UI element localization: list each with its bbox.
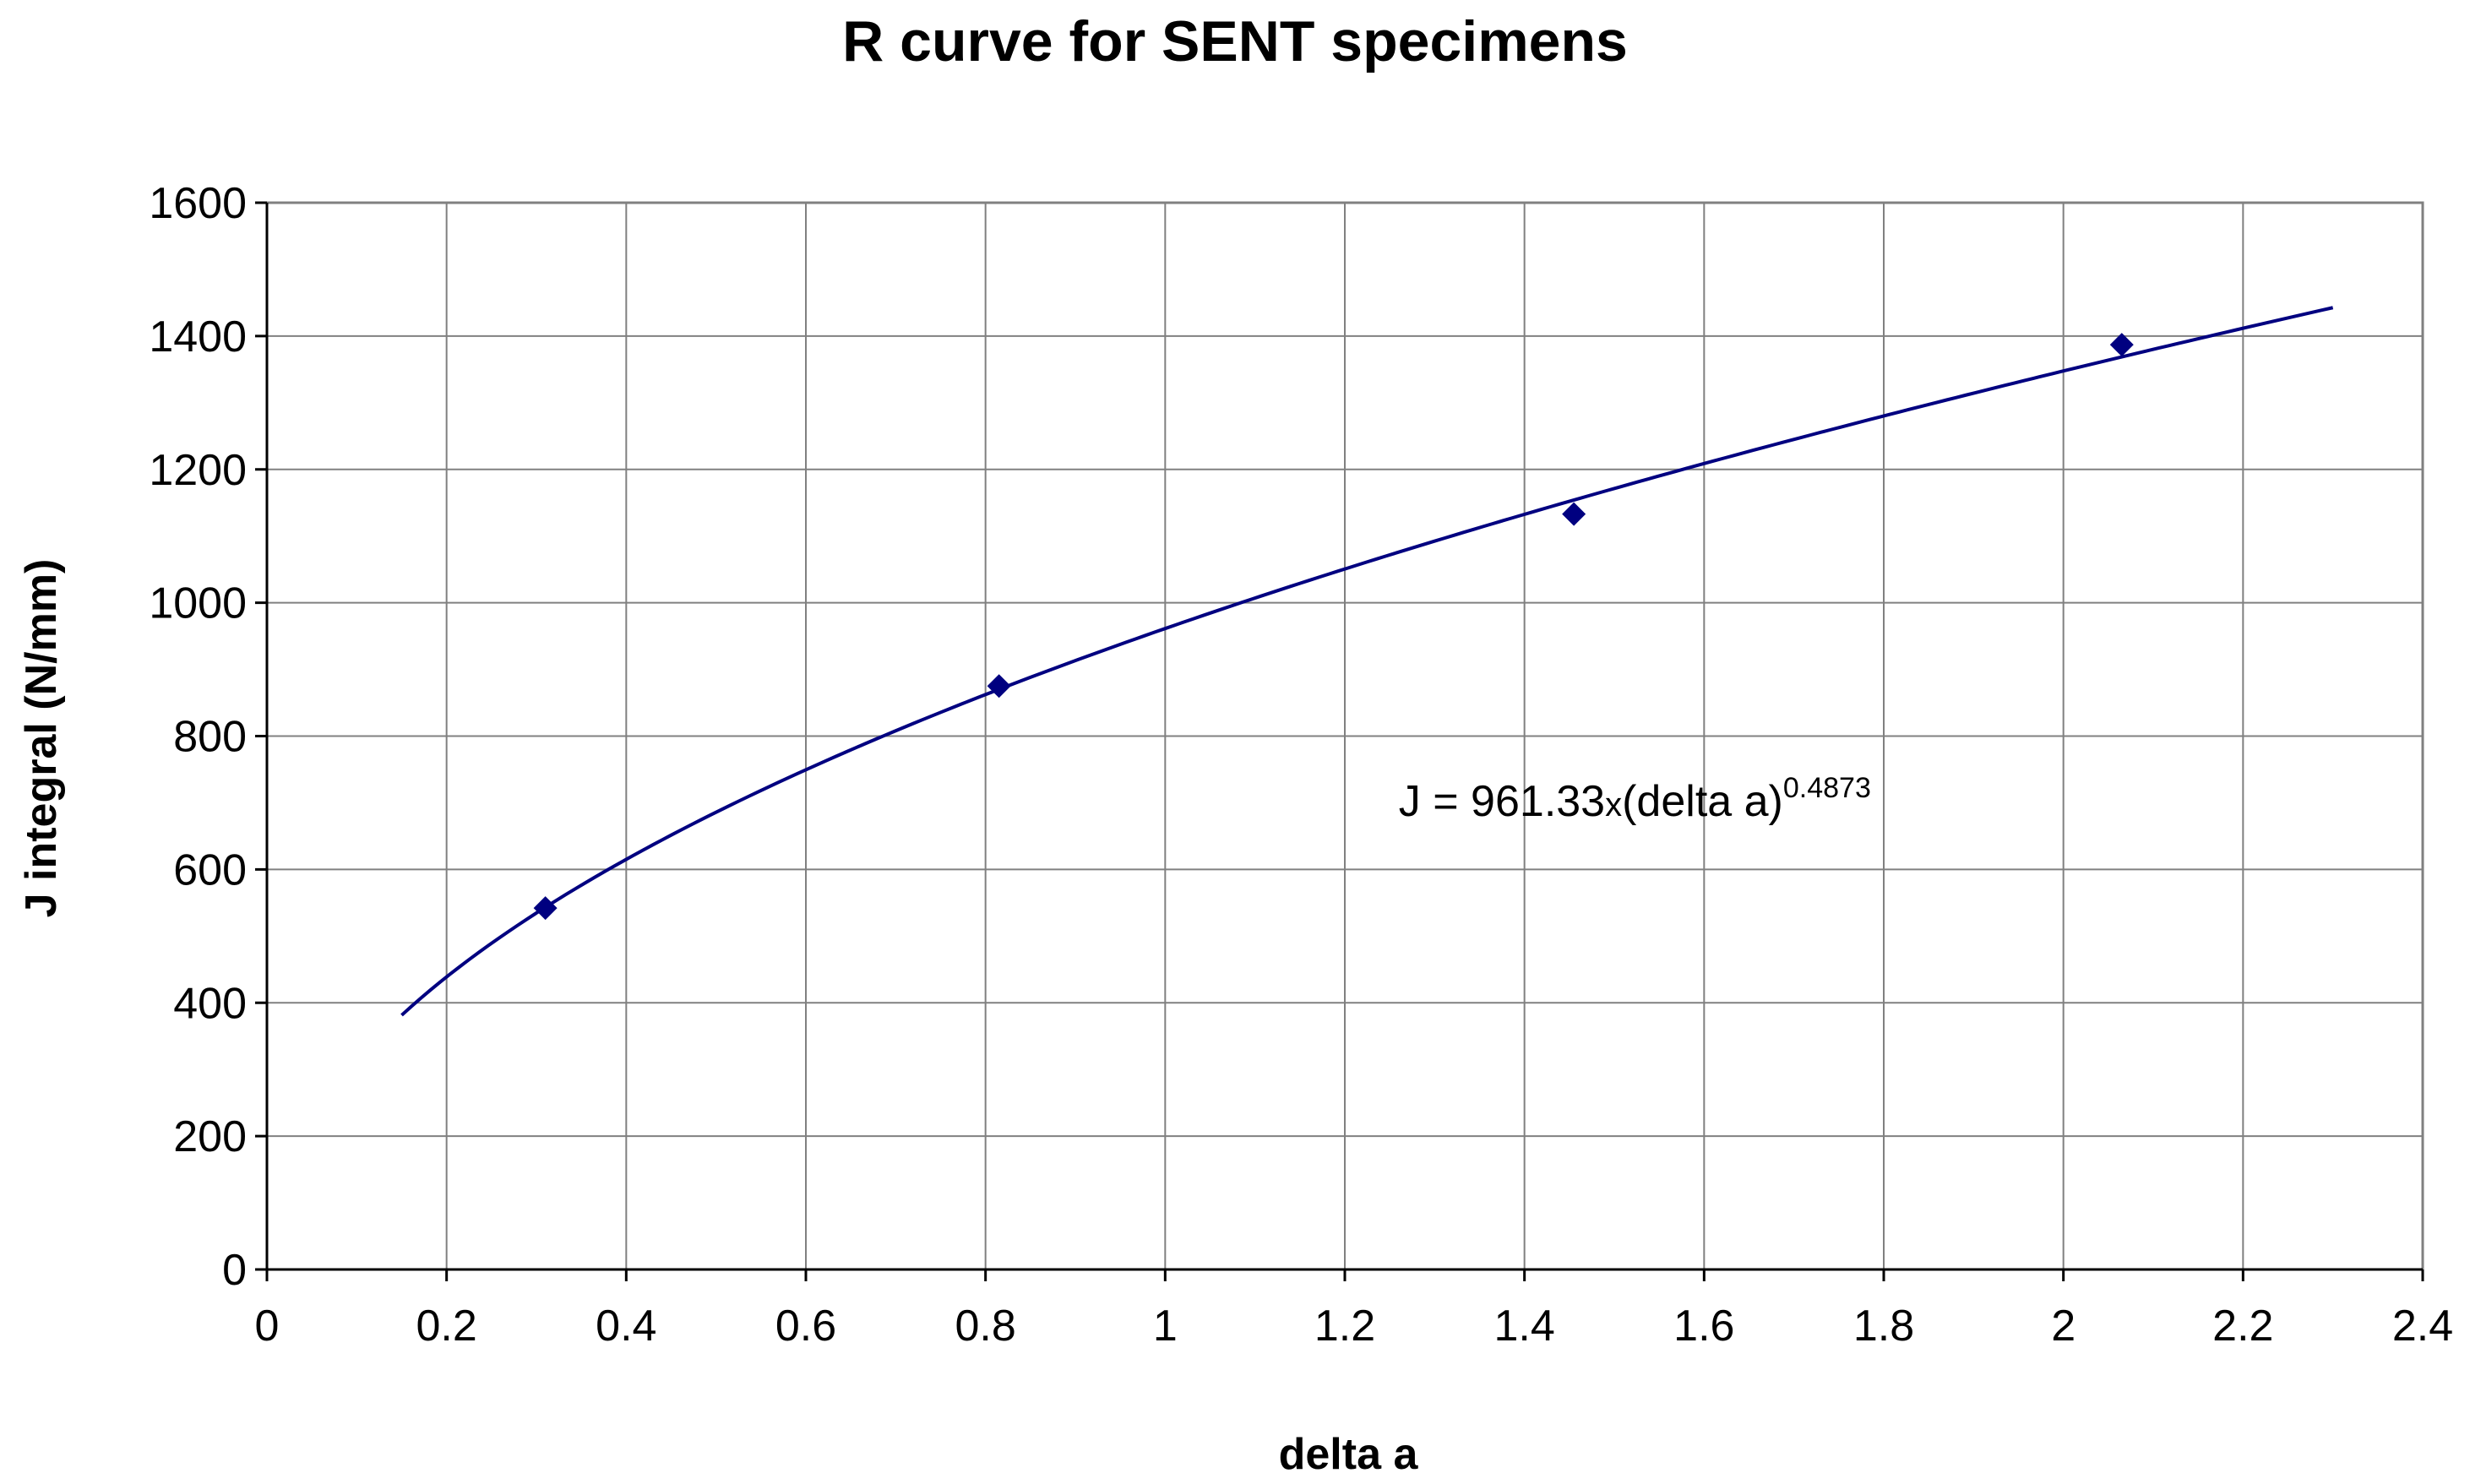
x-tick-label: 1.8 — [1853, 1302, 1914, 1351]
grid — [267, 203, 2423, 1269]
equation-body: (delta a) — [1622, 777, 1783, 826]
equation-prefix: J = 961.33 — [1399, 777, 1605, 826]
y-tick-label: 400 — [173, 979, 247, 1028]
power-fit-curve — [400, 306, 2334, 1017]
y-axis-ticks: 0 200 400 600 800 1000 1200 1400 1600 — [149, 179, 267, 1295]
x-tick-label: 0.8 — [955, 1302, 1016, 1351]
x-tick-label: 1.6 — [1673, 1302, 1734, 1351]
x-tick-label: 1 — [1153, 1302, 1178, 1351]
x-tick-label: 0.6 — [775, 1302, 836, 1351]
x-tick-label: 1.4 — [1494, 1302, 1555, 1351]
y-tick-label: 0 — [222, 1246, 247, 1295]
y-tick-label: 1400 — [149, 313, 247, 361]
data-point-diamond — [2109, 333, 2134, 357]
data-point-diamond — [1562, 502, 1586, 526]
y-tick-label: 600 — [173, 845, 247, 894]
x-axis-ticks: 0 0.2 0.4 0.6 0.8 1 1.2 1.4 1.6 1.8 2 2.2 2.4 — [255, 1269, 2453, 1351]
y-tick-label: 1200 — [149, 446, 247, 495]
x-tick-label: 2 — [2051, 1302, 2076, 1351]
x-tick-label: 1.2 — [1314, 1302, 1375, 1351]
x-tick-label: 0.4 — [596, 1302, 656, 1351]
x-tick-label: 2.2 — [2212, 1302, 2273, 1351]
x-tick-label: 0 — [255, 1302, 280, 1351]
y-tick-label: 200 — [173, 1112, 247, 1161]
fit-equation-annotation: J = 961.33x(delta a)0.4873 — [1399, 772, 1871, 826]
x-tick-label: 0.2 — [416, 1302, 477, 1351]
chart-title: R curve for SENT specimens — [842, 9, 1628, 73]
equation-exponent: 0.4873 — [1783, 772, 1871, 804]
equation-times: x — [1605, 786, 1622, 824]
y-axis-label: J integral (N/mm) — [17, 559, 66, 918]
data-points — [533, 333, 2134, 921]
y-tick-label: 1600 — [149, 179, 247, 228]
x-axis-label: delta a — [1279, 1430, 1419, 1479]
data-point-diamond — [987, 674, 1011, 699]
y-tick-label: 800 — [173, 713, 247, 762]
x-tick-label: 2.4 — [2392, 1302, 2453, 1351]
data-point-diamond — [533, 896, 558, 921]
y-tick-label: 1000 — [149, 579, 247, 628]
